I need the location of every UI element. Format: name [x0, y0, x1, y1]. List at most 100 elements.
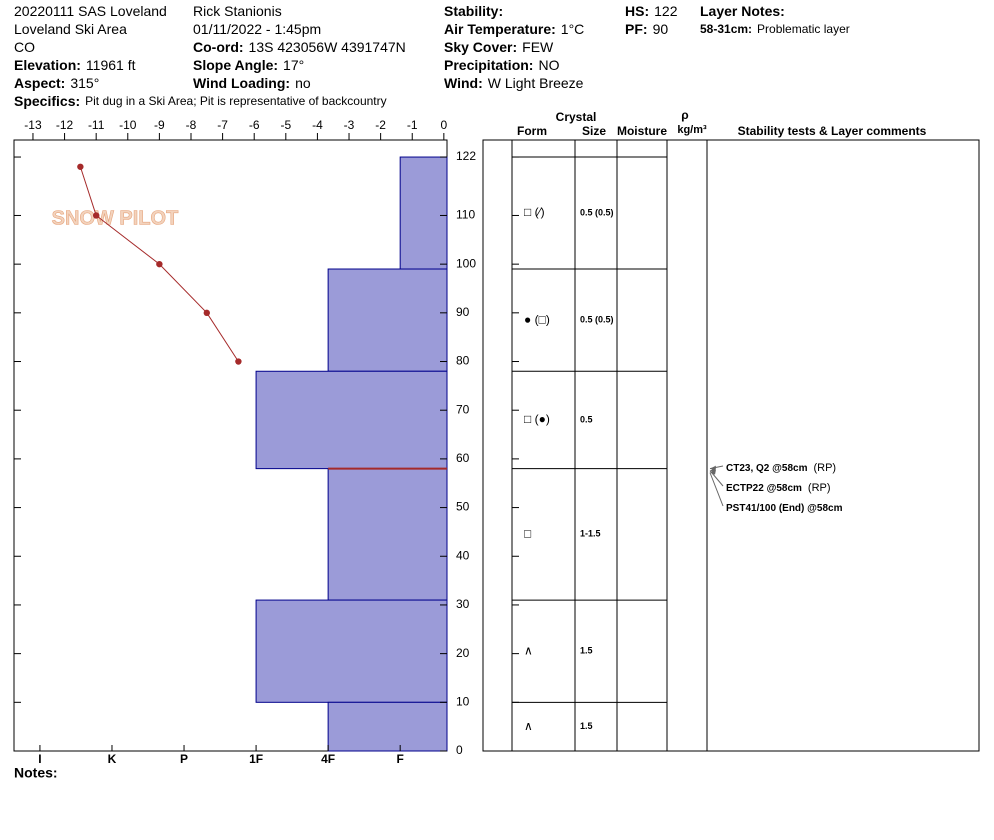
grain-size: 1.5: [580, 721, 593, 731]
field-label: PF:: [625, 21, 648, 37]
temperature-tick-label: -7: [217, 118, 228, 132]
table-frame: [482, 139, 980, 752]
header-field: Air Temperature: 1°C: [444, 21, 584, 37]
grain-size: 0.5: [580, 414, 593, 424]
header-field: PF: 90: [625, 21, 668, 37]
field-value: no: [295, 75, 311, 91]
arrow-head: [710, 469, 716, 475]
grain-size: 0.5 (0.5): [580, 207, 614, 217]
field-value: 13S 423056W 4391747N: [249, 39, 406, 55]
header-field: Layer Notes:: [700, 3, 785, 19]
temperature-tick-label: 0: [440, 118, 447, 132]
hardness-bar: [255, 370, 448, 470]
logo: SNOW PILOT: [52, 207, 179, 229]
field-label: Layer Notes:: [700, 3, 785, 19]
hardness-tick-label: K: [108, 752, 117, 766]
field-label: Wind:: [444, 75, 483, 91]
grain-form: ● (□): [524, 312, 550, 326]
stability-test: PST41/100 (End) @58cm: [726, 503, 843, 514]
grain-form: ∧: [524, 643, 533, 657]
hardness-tick-label: P: [180, 752, 188, 766]
header-field: Precipitation: NO: [444, 57, 560, 73]
stability-test: CT23, Q2 @58cm (RP): [726, 462, 836, 474]
header-field: Wind Loading: no: [193, 75, 311, 91]
temperature-tick-label: -10: [119, 118, 137, 132]
test-note: (RP): [808, 482, 831, 494]
temperature-tick-label: -13: [24, 118, 42, 132]
grain-form: □ (●): [524, 412, 550, 426]
temperature-tick-label: -1: [407, 118, 418, 132]
y-tick-label: 90: [456, 305, 470, 319]
field-value: 01/11/2022 - 1:45pm: [193, 21, 321, 37]
header-field: Co-ord: 13S 423056W 4391747N: [193, 39, 406, 55]
y-tick-label: 50: [456, 500, 470, 514]
y-tick-label: 80: [456, 354, 470, 368]
field-value: 315°: [70, 75, 99, 91]
temperature-tick-label: -9: [154, 118, 165, 132]
header-field: Elevation: 11961 ft: [14, 57, 136, 73]
header-moisture: Moisture: [617, 124, 667, 138]
grain-size: 1-1.5: [580, 529, 601, 539]
y-tick-label: 100: [456, 256, 476, 270]
header-field: 01/11/2022 - 1:45pm: [193, 21, 321, 37]
y-tick-label: 122: [456, 149, 476, 163]
grain-form: □: [524, 527, 531, 541]
temperature-tick-label: -11: [88, 118, 105, 132]
field-value: 90: [653, 21, 669, 37]
temperature-point: [92, 212, 100, 219]
header-field: Specifics: Pit dug in a Ski Area; Pit is …: [14, 93, 387, 109]
header-size: Size: [582, 124, 606, 138]
field-label: Elevation:: [14, 57, 81, 73]
stability-test: ECTP22 @58cm (RP): [726, 482, 831, 494]
hardness-tick-label: 4F: [321, 752, 335, 766]
temperature-tick-label: -8: [186, 118, 197, 132]
field-label: Air Temperature:: [444, 21, 556, 37]
header-rho: ρ: [681, 108, 688, 122]
field-label: Sky Cover:: [444, 39, 517, 55]
header-field: Stability:: [444, 3, 503, 19]
y-tick-label: 20: [456, 646, 470, 660]
field-label: Specifics:: [14, 93, 80, 109]
field-label: Co-ord:: [193, 39, 244, 55]
field-label: Wind Loading:: [193, 75, 290, 91]
y-tick-label: 110: [456, 208, 475, 222]
field-label: Slope Angle:: [193, 57, 278, 73]
field-value: 11961 ft: [86, 57, 136, 73]
temperature-tick-label: -6: [249, 118, 260, 132]
test-result: ECTP22 @58cm: [726, 483, 802, 494]
header-field: 20220111 SAS Loveland: [14, 3, 167, 19]
y-tick-label: 70: [456, 402, 470, 416]
field-value: 20220111 SAS Loveland: [14, 3, 167, 19]
hardness-tick-label: F: [396, 752, 403, 766]
temperature-point: [156, 260, 163, 268]
field-value: FEW: [522, 39, 554, 55]
header-field: Slope Angle: 17°: [193, 57, 304, 73]
field-value: NO: [538, 57, 559, 73]
temperature-tick-label: -2: [375, 118, 386, 132]
y-tick-label: 60: [456, 451, 470, 465]
temperature-point: [77, 163, 84, 170]
hardness-tick-label: I: [38, 752, 41, 766]
test-result: CT23, Q2 @58cm: [726, 463, 808, 474]
hardness-bar: [255, 599, 448, 703]
header-field: 58-31cm: Problematic layer: [700, 22, 850, 36]
header-field: HS: 122: [625, 3, 678, 19]
temperature-tick-label: -3: [344, 118, 355, 132]
header-field: Wind: W Light Breeze: [444, 75, 584, 91]
y-tick-label: 30: [456, 597, 470, 611]
field-value: 1°C: [561, 21, 585, 37]
temperature-tick-label: -12: [56, 118, 74, 132]
temperature-tick-label: -5: [280, 118, 291, 132]
field-value: Loveland Ski Area: [14, 21, 127, 37]
header-field: Loveland Ski Area: [14, 21, 127, 37]
hardness-bar: [399, 156, 448, 270]
field-value: Pit dug in a Ski Area; Pit is representa…: [85, 94, 387, 108]
y-tick-label: 40: [456, 548, 470, 562]
field-value: 17°: [283, 57, 304, 73]
field-value: Problematic layer: [757, 22, 850, 36]
header-comments: Stability tests & Layer comments: [738, 124, 927, 138]
grain-size: 0.5 (0.5): [580, 315, 614, 325]
hardness-tick-label: 1F: [249, 752, 263, 766]
temperature-point: [203, 309, 210, 317]
